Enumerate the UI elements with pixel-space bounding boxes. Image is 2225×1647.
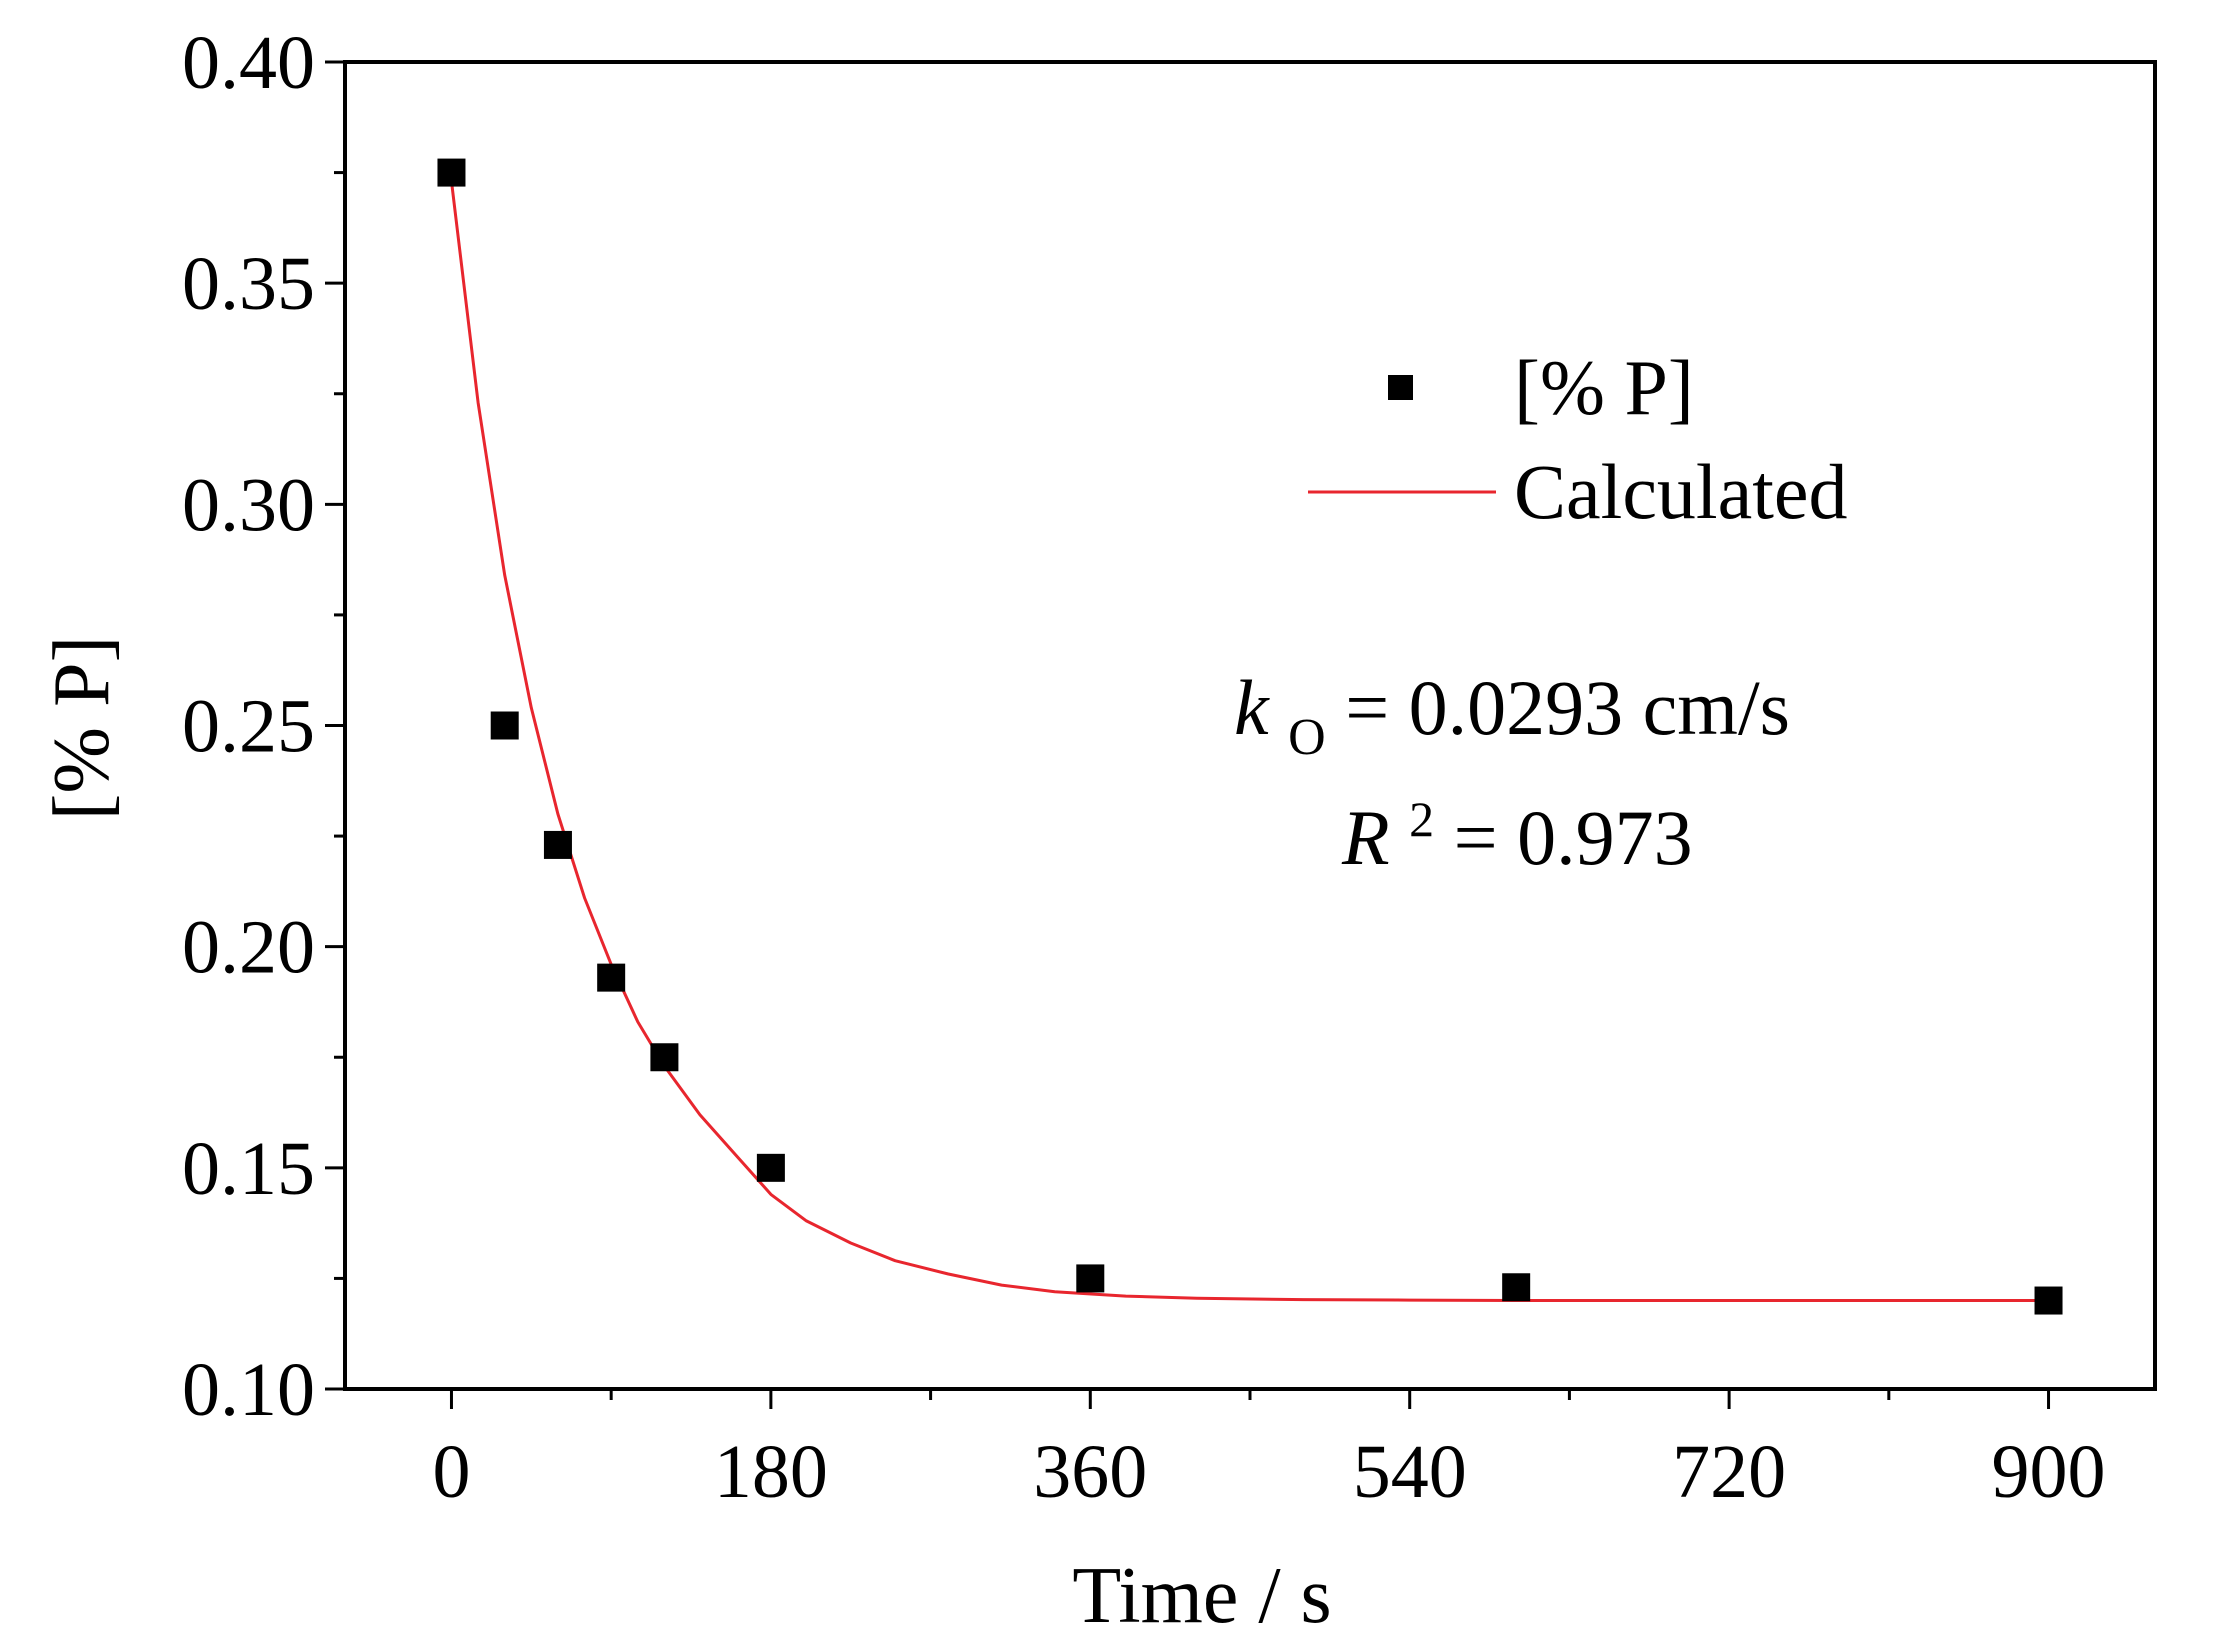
- y-axis-title: [% P]: [38, 636, 126, 820]
- x-tick-label: 0: [432, 1430, 470, 1514]
- x-tick-label: 360: [1033, 1430, 1147, 1514]
- legend: [% P] Calculated: [1308, 344, 1848, 535]
- data-point: [490, 711, 519, 740]
- k-subscript: O: [1288, 709, 1326, 766]
- calculated-fit-line: [450, 181, 2049, 1302]
- k-value: = 0.0293 cm/s: [1345, 664, 1790, 751]
- x-tick-label: 540: [1353, 1430, 1467, 1514]
- data-point: [437, 158, 466, 187]
- x-tick-label: 900: [1992, 1430, 2106, 1514]
- x-axis-ticks: 0 180 360 540 720 900: [432, 1389, 2106, 1514]
- x-tick-label: 720: [1672, 1430, 1786, 1514]
- y-tick-label: 0.20: [182, 906, 315, 990]
- y-tick-label: 0.40: [182, 21, 315, 105]
- y-tick-label: 0.10: [182, 1348, 315, 1432]
- r-superscript: 2: [1409, 791, 1434, 847]
- k-annotation: k O = 0.0293 cm/s: [1234, 664, 1790, 771]
- y-tick-label: 0.30: [182, 463, 315, 547]
- data-points-layer: [437, 158, 2063, 1315]
- data-point: [597, 963, 626, 992]
- data-point: [650, 1043, 679, 1072]
- legend-marker-points: [1388, 375, 1413, 400]
- r-value: = 0.973: [1454, 794, 1693, 881]
- legend-label-points: [% P]: [1514, 344, 1694, 431]
- data-point: [2034, 1286, 2063, 1315]
- r2-annotation: R 2 = 0.973: [1341, 766, 1693, 881]
- y-tick-label: 0.15: [182, 1127, 315, 1211]
- data-point: [1076, 1264, 1105, 1293]
- fit-line-layer: [450, 181, 2049, 1302]
- data-point: [1502, 1273, 1531, 1302]
- k-symbol: k: [1234, 664, 1270, 751]
- data-point: [756, 1153, 785, 1182]
- x-tick-label: 180: [714, 1430, 828, 1514]
- data-point: [543, 830, 572, 859]
- legend-label-line: Calculated: [1514, 448, 1848, 535]
- y-tick-label: 0.35: [182, 242, 315, 326]
- y-tick-label: 0.25: [182, 685, 315, 769]
- r-symbol: R: [1341, 794, 1390, 881]
- y-axis-ticks: 0.10 0.15 0.20 0.25 0.30 0.35 0.40: [182, 21, 345, 1432]
- x-axis-title: Time / s: [1072, 1552, 1331, 1640]
